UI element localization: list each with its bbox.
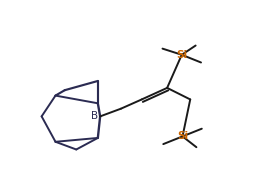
Text: Si: Si [176,50,187,60]
Text: Si: Si [177,131,188,141]
Text: B: B [91,111,99,121]
